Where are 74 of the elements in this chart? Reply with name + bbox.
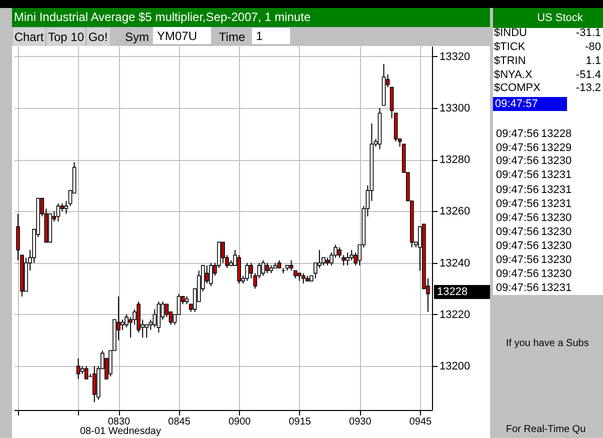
candlestick [265,262,270,274]
text: 09:47:56 [496,282,539,294]
x-tick-label: 0915 [288,416,312,428]
y-tick-label: 13220 [440,308,470,321]
candlestick [156,301,161,334]
text: 09:47:56 [496,254,539,266]
text: 09:47:56 [496,226,539,238]
chart-title: Mini Industrial Average $5 multiplier,Sep-2007, 1 minute [14,10,311,24]
candlestick [76,358,80,380]
text: 13228 [437,286,468,298]
text: For Real-Time Qu [506,424,586,435]
text: 09:47:56 [496,169,539,181]
text: 09:47:56 [496,155,539,167]
text: 13230 [541,212,572,224]
text: 13231 [541,282,572,294]
text: Sym [125,30,150,44]
y-tick-label: 13320 [440,50,470,63]
candlestick [56,202,60,222]
candlestick [84,366,88,380]
candlestick [209,262,213,287]
y-tick-label: 13280 [440,154,470,166]
candlestick [301,272,306,284]
text: 13228 [541,128,572,140]
text: 13230 [541,226,572,238]
x-tick-label: 0830 [108,416,131,428]
text: $TRIN [494,55,526,67]
y-tick-label: 13200 [440,360,470,373]
text: 13230 [541,254,572,266]
x-tick-label: 0900 [228,416,252,428]
text: 13231 [541,198,572,210]
text: Go! [88,30,108,44]
text: If you have a Subs [506,338,589,349]
x-tick-label: 0845 [168,416,191,428]
candlestick [346,252,350,266]
text: 09:47:56 [496,142,539,154]
text: 13230 [541,240,572,252]
text: 09:47:56 [496,240,539,252]
text: $INDU [494,27,528,39]
y-tick-label: 13300 [440,102,470,114]
text: 09:47:56 [496,128,539,140]
text: 09:47:56 [496,268,539,280]
text: 13230 [541,155,572,167]
text: $TICK [494,41,526,53]
text: 09:47:56 [496,198,539,210]
text: Time [218,30,246,44]
text: 1.1 [586,55,601,67]
text: 13229 [541,142,572,154]
text: US Stock [537,12,584,24]
y-tick-label: 13240 [440,257,470,270]
x-tick-label: 0930 [349,416,372,428]
text: 13231 [541,184,572,196]
candlestick [237,254,241,284]
text: 13231 [541,169,572,181]
text: 09:47:57 [495,98,538,110]
text: Top 10 [48,30,84,44]
text: 09:47:56 [496,184,539,196]
x-tick-label: 0945 [409,416,432,428]
text: $NYA.X [494,69,533,81]
text: Chart [14,30,44,44]
text: $COMPX [494,82,542,94]
text: YM07U [157,29,198,43]
y-tick-label: 13260 [440,206,470,218]
text: -31.1 [576,27,601,39]
text: 13230 [541,268,572,280]
text: 09:47:56 [496,212,539,224]
candlestick [261,260,266,276]
candlestick [92,366,96,403]
text: -13.2 [576,82,601,94]
candlestick [245,262,250,282]
candlestick [120,319,124,330]
text: 1 [256,29,263,43]
text: -80 [585,41,601,53]
text: -51.4 [576,69,601,81]
text: 08-01 Wednesday [80,426,161,437]
